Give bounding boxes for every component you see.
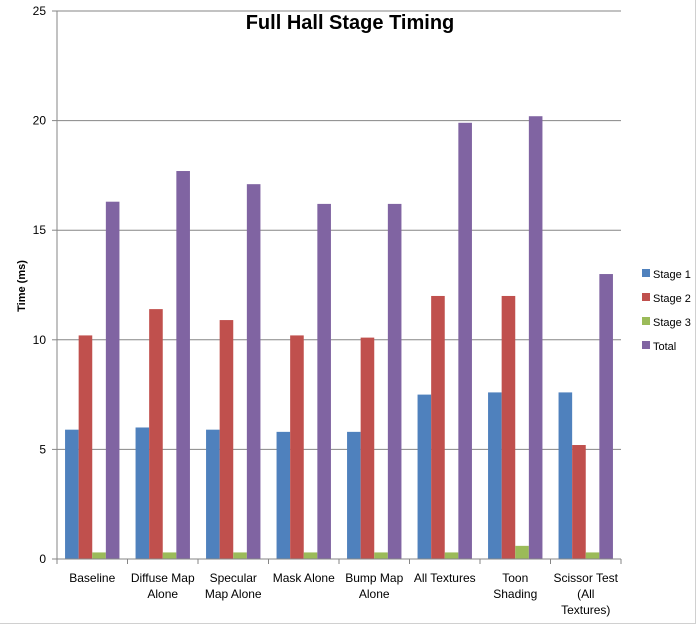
y-tick-label: 10 xyxy=(33,333,47,347)
x-tick-label-line: Alone xyxy=(359,587,390,601)
bar-stage-3 xyxy=(303,552,318,559)
bar-stage-1 xyxy=(276,431,291,559)
x-tick-label-line: Bump Map xyxy=(345,571,403,585)
x-tick-label-line: Scissor Test xyxy=(554,571,619,585)
bar-stage-1 xyxy=(65,429,79,559)
y-tick-label: 15 xyxy=(33,223,47,237)
x-tick-label: Mask Alone xyxy=(273,571,335,585)
bar-stage-2 xyxy=(431,295,445,559)
bar-stage-2 xyxy=(501,295,516,559)
bar-stage-2 xyxy=(572,445,586,559)
bar-total xyxy=(105,201,120,560)
bars xyxy=(65,116,613,560)
x-tick-label-line: Alone xyxy=(147,587,178,601)
bar-stage-3 xyxy=(515,545,529,559)
y-axis-ticks: 0 5 10 15 20 25 xyxy=(33,4,57,566)
x-tick-label-line: (All xyxy=(577,587,594,601)
bar-stage-2 xyxy=(290,335,304,559)
x-tick-label: Specular Map Alone xyxy=(205,571,262,601)
legend-swatch xyxy=(642,341,650,349)
legend-label: Total xyxy=(653,341,676,353)
bar-stage-3 xyxy=(374,552,388,559)
x-tick-label-line: Map Alone xyxy=(205,587,262,601)
x-tick-label-line: Textures) xyxy=(561,603,610,617)
x-tick-label-line: Shading xyxy=(493,587,537,601)
bar-stage-3 xyxy=(233,552,247,559)
bar-stage-1 xyxy=(488,392,502,559)
bar-total xyxy=(599,274,613,559)
legend-swatch xyxy=(642,269,650,277)
y-tick-label: 20 xyxy=(33,114,47,128)
y-tick-label: 25 xyxy=(33,4,47,18)
x-tick-label: Diffuse Map Alone xyxy=(131,571,195,601)
x-tick-label: All Textures xyxy=(414,571,476,585)
legend-swatch xyxy=(642,293,650,301)
y-tick-label: 0 xyxy=(39,552,46,566)
bar-total xyxy=(176,171,190,560)
x-tick-label-line: All Textures xyxy=(414,571,476,585)
bar-stage-3 xyxy=(585,552,600,559)
bar-stage-1 xyxy=(347,431,361,559)
legend-label: Stage 1 xyxy=(653,269,691,281)
x-tick-label-line: Diffuse Map xyxy=(131,571,195,585)
x-tick-label-line: Toon xyxy=(502,571,528,585)
bar-stage-1 xyxy=(135,427,150,559)
x-tick-label: Scissor Test (All Textures) xyxy=(554,571,619,617)
bar-total xyxy=(528,116,543,559)
legend: Stage 1 Stage 2 Stage 3 Total xyxy=(642,269,691,353)
bar-stage-2 xyxy=(360,337,375,559)
bar-total xyxy=(458,122,472,560)
x-tick-label-line: Mask Alone xyxy=(273,571,335,585)
bar-stage-2 xyxy=(78,335,93,559)
x-tick-label: Toon Shading xyxy=(493,571,537,601)
bar-stage-3 xyxy=(92,552,106,559)
legend-label: Stage 2 xyxy=(653,293,691,305)
x-tick-label: Bump Map Alone xyxy=(345,571,403,601)
y-axis-label: Time (ms) xyxy=(16,260,28,312)
bar-stage-1 xyxy=(558,392,573,559)
bar-total xyxy=(317,203,331,559)
bar-total xyxy=(387,203,402,559)
legend-swatch xyxy=(642,317,650,325)
x-tick-label-line: Baseline xyxy=(69,571,115,585)
bar-stage-1 xyxy=(417,394,432,559)
bar-total xyxy=(246,184,261,559)
x-axis-labels: Baseline Diffuse Map Alone Specular Map Alon… xyxy=(69,571,618,617)
axes xyxy=(56,11,622,564)
legend-label: Stage 3 xyxy=(653,317,691,329)
x-tick-label-line: Specular xyxy=(210,571,257,585)
x-tick-label: Baseline xyxy=(69,571,115,585)
bar-stage-2 xyxy=(219,320,234,559)
bar-stage-3 xyxy=(162,552,177,559)
bar-stage-3 xyxy=(444,552,459,559)
bar-stage-1 xyxy=(206,429,220,559)
y-tick-label: 5 xyxy=(39,442,46,456)
bar-stage-2 xyxy=(149,309,163,559)
chart-title: Full Hall Stage Timing xyxy=(246,12,455,34)
